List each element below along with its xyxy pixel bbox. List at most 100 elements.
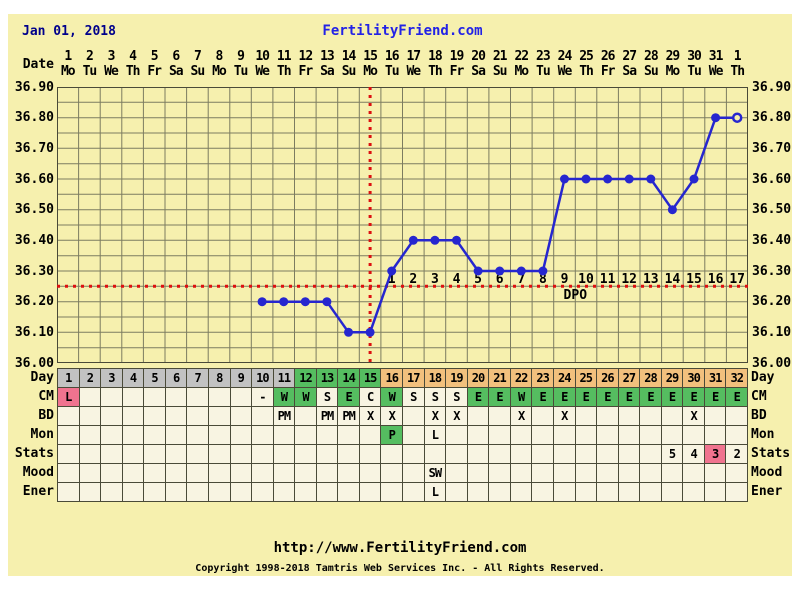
dpo-label: 3 — [431, 272, 439, 287]
date-cell: 1 — [64, 49, 72, 64]
row-label-right-bd: BD — [751, 408, 767, 423]
table-cell — [165, 464, 188, 483]
table-cell: W — [295, 388, 317, 407]
table-cell: 19 — [446, 369, 468, 388]
table-cell — [532, 407, 554, 426]
table-cell — [424, 445, 447, 464]
date-cell: 5 — [150, 49, 159, 64]
table-cell — [295, 483, 317, 502]
row-label-left-mon: Mon — [30, 427, 54, 442]
date-cell: 15 — [363, 49, 378, 64]
table-cell — [446, 464, 468, 483]
weekday-cell: Mo — [60, 64, 76, 79]
table-cell: 25 — [575, 369, 598, 388]
table-cell — [532, 426, 554, 445]
table-cell — [618, 426, 641, 445]
table-cell — [683, 483, 705, 502]
table-cell — [640, 483, 662, 502]
table-cell — [295, 464, 317, 483]
weekday-cell: Th — [428, 64, 443, 79]
date-cell: 11 — [276, 49, 292, 64]
table-row-day: 1 2 3 4 5 6 7 8 9 10 11 12 13 14 15 16 17 18 19 20 21 22 23 24 2… — [58, 369, 748, 388]
table-cell — [553, 426, 576, 445]
table-cell — [640, 464, 662, 483]
table-cell — [316, 426, 339, 445]
table-cell — [230, 483, 253, 502]
table-cell — [575, 426, 598, 445]
table-cell — [575, 464, 598, 483]
weekday-cell: Sa — [471, 64, 486, 79]
temp-tick-right: 36.10 — [752, 324, 792, 340]
temp-tick-right: 36.90 — [752, 79, 792, 95]
temperature-point — [538, 266, 548, 276]
table-cell — [58, 445, 80, 464]
table-cell — [187, 464, 209, 483]
table-cell: X — [446, 407, 468, 426]
table-cell — [510, 483, 533, 502]
table-cell — [661, 483, 684, 502]
temperature-point — [581, 174, 591, 184]
temperature-point — [408, 235, 418, 245]
weekday-cell: Fr — [449, 64, 465, 79]
table-cell — [640, 426, 662, 445]
table-cell — [704, 483, 727, 502]
table-cell — [597, 407, 619, 426]
date-cell: 21 — [492, 49, 508, 64]
row-label-right-stats: Stats — [751, 446, 791, 461]
table-cell: X — [381, 407, 403, 426]
table-cell: E — [553, 388, 576, 407]
table-cell: 20 — [467, 369, 490, 388]
table-cell: X — [359, 407, 382, 426]
table-cell — [381, 445, 403, 464]
weekday-cell: Su — [341, 64, 357, 79]
weekday-cell: Tu — [82, 64, 98, 79]
cycle-start-date: Jan 01, 2018 — [22, 24, 116, 39]
table-cell: 18 — [424, 369, 447, 388]
dpo-label: 7 — [517, 272, 525, 287]
table-cell: 4 — [122, 369, 145, 388]
table-cell — [144, 483, 166, 502]
table-cell — [273, 483, 296, 502]
table-cell — [144, 445, 166, 464]
table-cell — [553, 464, 576, 483]
table-cell: X — [553, 407, 576, 426]
table-cell — [467, 483, 490, 502]
table-cell: L — [58, 388, 80, 407]
footer-url-link[interactable]: http://www.FertilityFriend.com — [273, 540, 527, 556]
temp-tick-left: 36.20 — [14, 294, 54, 310]
bbt-chart-plot: 1 2 3 4 5 6 7 8 9 10 11 12 13 14 15 16 17 DPO — [57, 87, 748, 372]
date-cell: 1 — [733, 49, 742, 64]
date-cell: 10 — [255, 49, 270, 64]
weekday-cell: Sa — [622, 64, 637, 79]
table-cell: 2 — [79, 369, 102, 388]
table-cell — [101, 407, 123, 426]
table-cell — [208, 483, 231, 502]
table-cell — [597, 483, 619, 502]
table-cell — [79, 464, 102, 483]
dpo-label: 15 — [686, 272, 702, 287]
table-cell — [553, 445, 576, 464]
weekday-cell: Th — [125, 64, 141, 79]
date-cell: 19 — [449, 49, 465, 64]
table-cell: - — [252, 388, 274, 407]
table-cell — [575, 483, 598, 502]
table-cell: E — [338, 388, 360, 407]
temperature-point — [322, 297, 332, 307]
site-title-link[interactable]: FertilityFriend.com — [322, 23, 483, 39]
table-cell — [79, 388, 102, 407]
table-cell: 5 — [144, 369, 166, 388]
temp-tick-left: 36.60 — [14, 171, 54, 187]
table-cell — [618, 464, 641, 483]
table-cell — [187, 388, 209, 407]
table-cell: E — [726, 388, 748, 407]
weekday-cell: Su — [190, 64, 206, 79]
table-cell — [230, 407, 253, 426]
weekday-cell: Th — [579, 64, 594, 79]
table-cell — [683, 426, 705, 445]
temperature-point — [495, 266, 505, 276]
table-cell — [165, 445, 188, 464]
date-cell: 9 — [237, 49, 245, 64]
table-cell — [122, 483, 145, 502]
